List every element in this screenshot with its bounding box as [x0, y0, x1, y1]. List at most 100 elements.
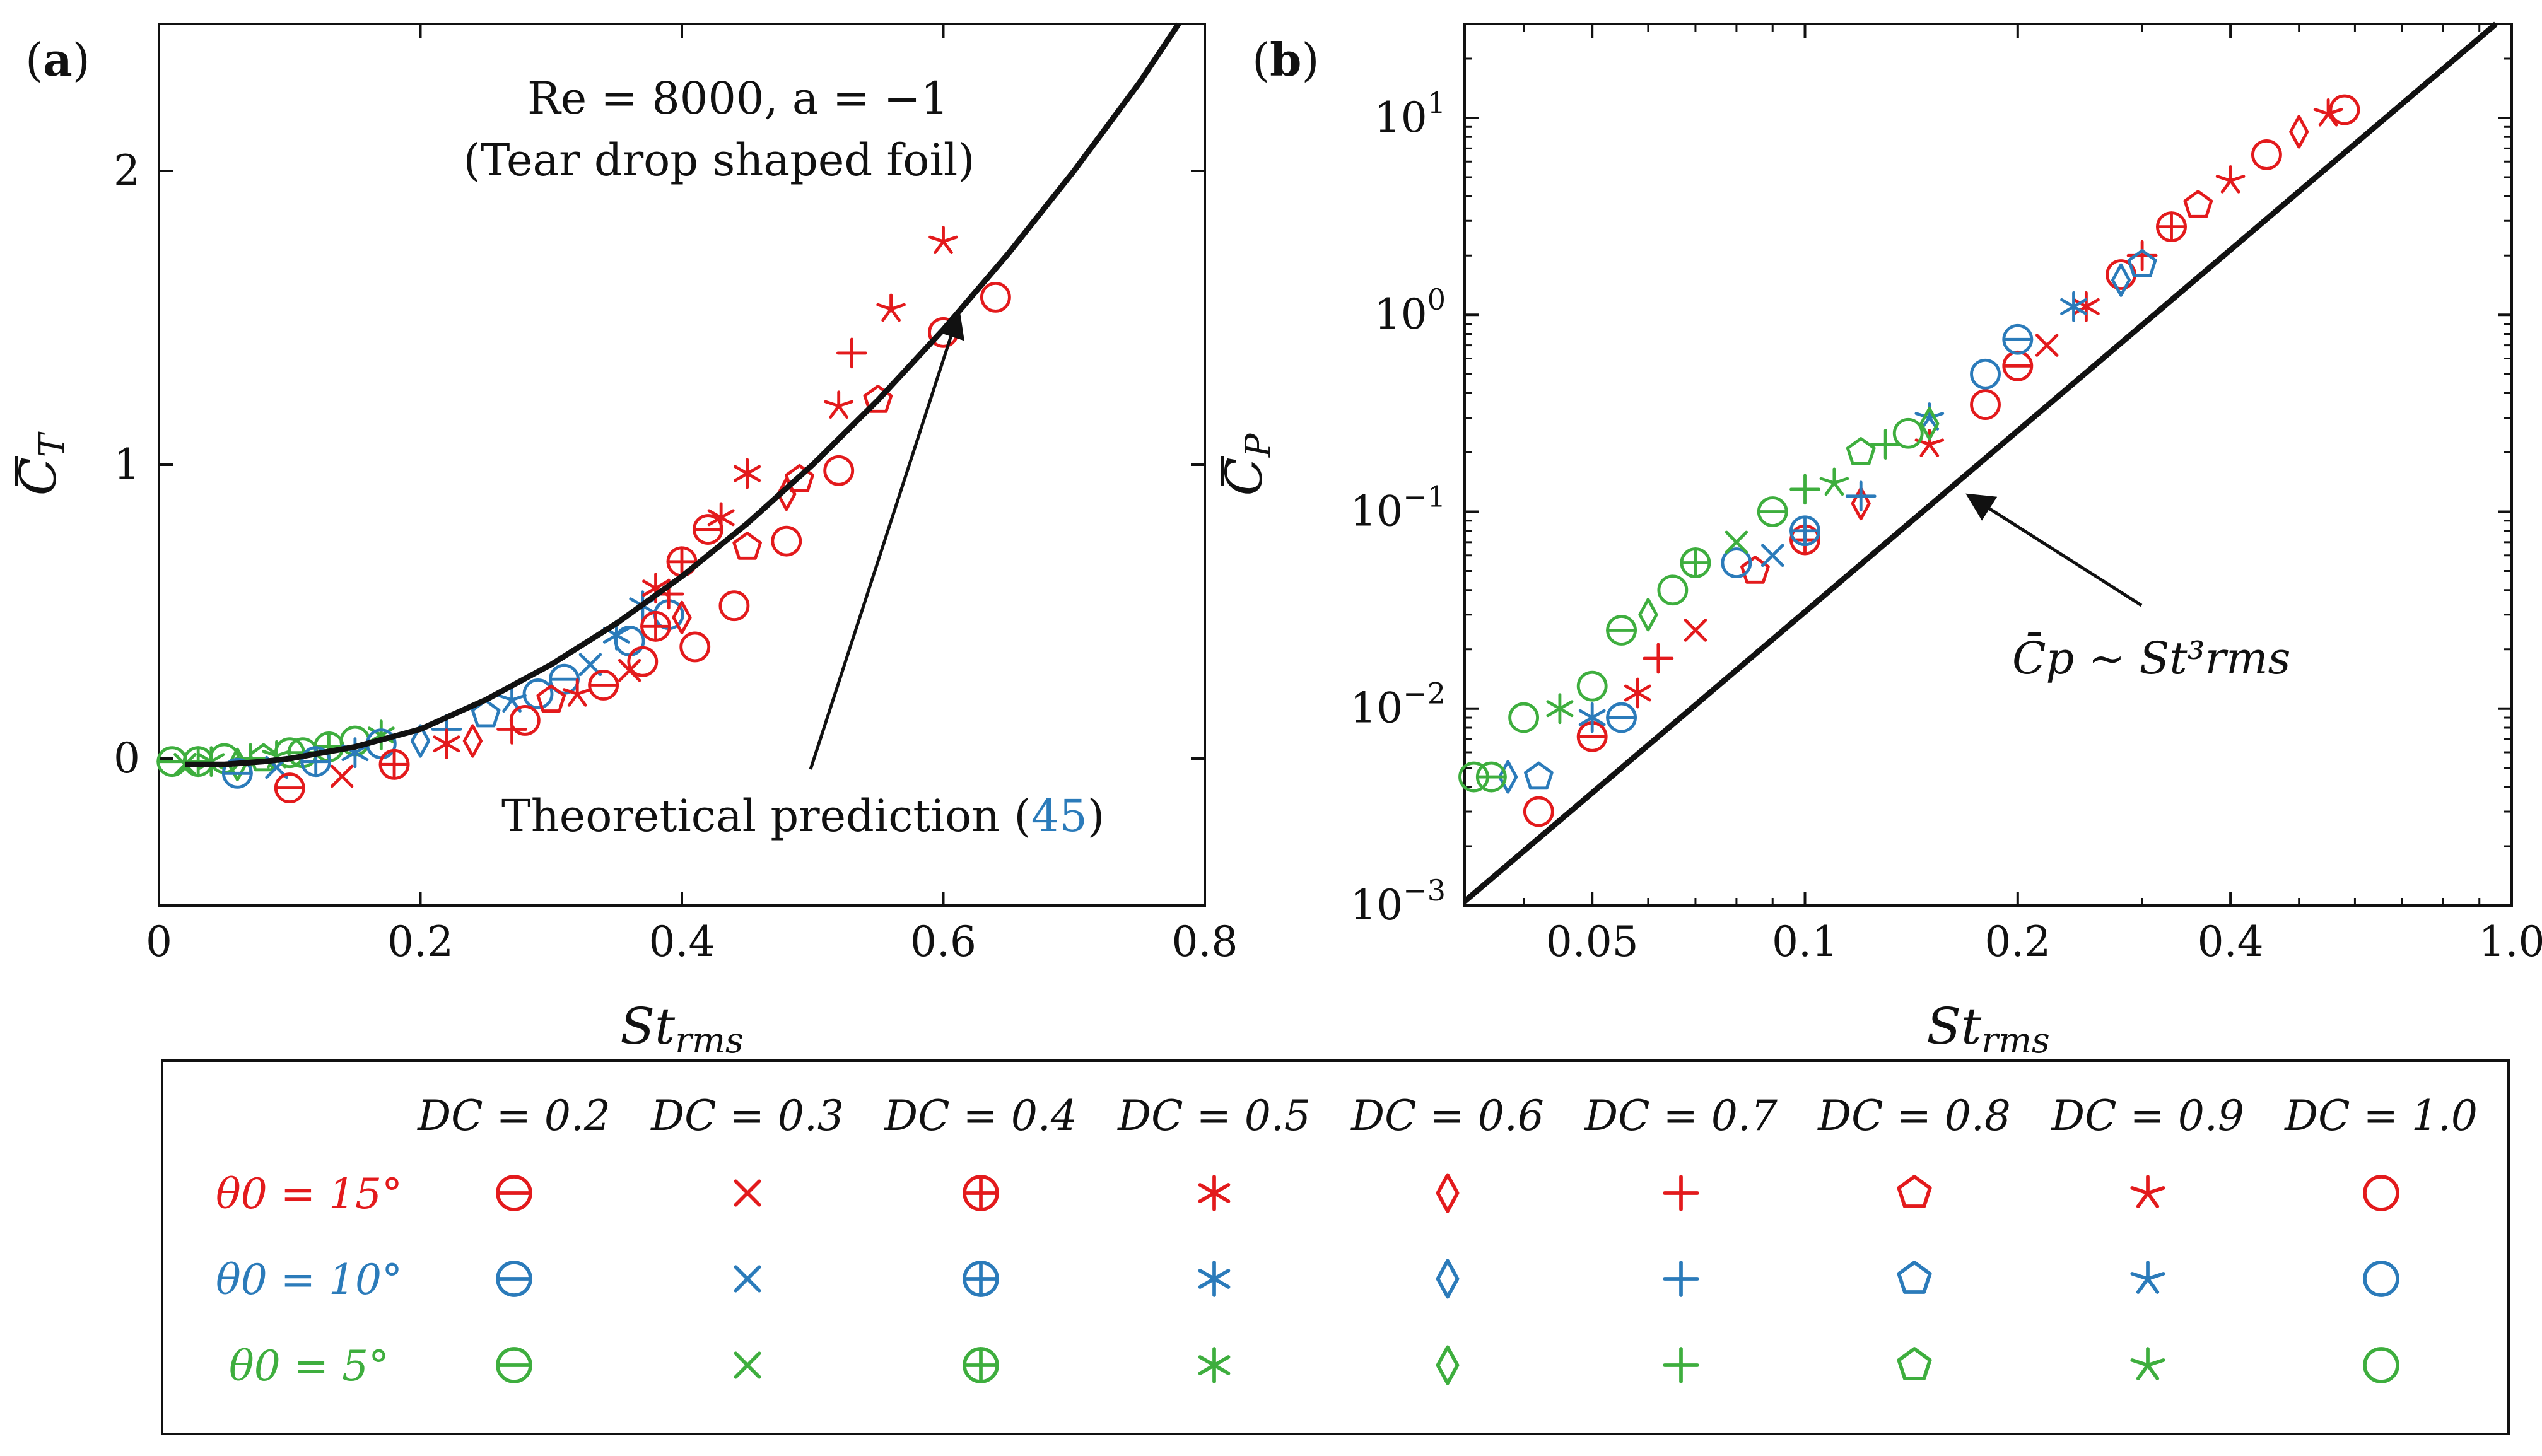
panel-b-point — [1870, 429, 1901, 460]
panel-b-point — [2183, 190, 2213, 218]
panel-a-point — [707, 502, 735, 533]
svg-text:CT: CT — [9, 431, 73, 496]
theoretical-curve — [185, 22, 1181, 767]
panel-b-point — [2111, 263, 2131, 297]
panel-a-point — [588, 670, 619, 701]
panel-b-point — [1919, 407, 1940, 441]
legend-marker — [1198, 1261, 1231, 1297]
panel-b-point — [1789, 515, 1820, 547]
panel-a-point — [562, 678, 592, 707]
legend-marker — [1897, 1175, 1932, 1208]
panel-a-xtick-label: 0.8 — [1172, 917, 1238, 966]
legend-marker — [1436, 1173, 1460, 1213]
legend-marker — [1663, 1347, 1699, 1383]
panel-a-point — [734, 458, 761, 489]
legend-marker — [1198, 1175, 1231, 1211]
panel-b-point — [1740, 556, 1770, 584]
panel-b-xtick-label: 1.0 — [2479, 917, 2542, 966]
panel-a-ticks: 0 0.2 0.4 0.6 0.8 0 1 2 — [114, 24, 1238, 966]
panel-a-point — [627, 646, 659, 677]
panel-b-point — [1606, 702, 1637, 733]
panel-a-point — [785, 463, 814, 492]
panel-b-point — [2329, 94, 2360, 125]
panel-a-ylabel: CT — [9, 431, 73, 496]
panel-a-point — [824, 390, 854, 419]
legend-marker — [1897, 1261, 1932, 1294]
panel-a-xtick-label: 0.6 — [910, 917, 976, 966]
panel-b: 0.05 0.1 0.2 0.4 1.0 10−3 10−2 10−1 100 101 (b) C… — [1215, 21, 2542, 1061]
panel-a-point — [509, 705, 541, 736]
panel-a-point — [274, 772, 305, 804]
panel-a-xlabel: Strms — [620, 997, 744, 1061]
panel-b-point — [1789, 474, 1820, 505]
panel-a-label: (a) — [25, 33, 90, 86]
panel-b-point — [1851, 486, 1871, 521]
legend-marker — [734, 1351, 761, 1379]
panel-b-point — [1606, 615, 1637, 646]
cubic-scaling-line — [1463, 21, 2498, 904]
panel-b-point — [1498, 760, 1518, 794]
panel-b-xtick-label: 0.2 — [1984, 917, 2051, 966]
legend-marker — [2130, 1175, 2165, 1208]
panel-b-ytick-label: 10−2 — [1350, 677, 1446, 733]
legend-marker — [2130, 1347, 2165, 1380]
panel-b-xlabel: Strms — [1926, 997, 2050, 1061]
legend-marker — [2130, 1261, 2165, 1294]
legend-row-label: θ0 = 5° — [229, 1342, 389, 1390]
panel-a-point — [876, 293, 906, 322]
panel-b-point — [1760, 544, 1784, 568]
panel-b-point — [2156, 211, 2187, 243]
legend-marker — [1663, 1175, 1699, 1211]
panel-b-arrow-label: C̄p ~ St³rms — [2012, 632, 2290, 684]
legend-column-header: DC = 0.5 — [1117, 1092, 1311, 1140]
legend-marker — [2363, 1175, 2399, 1211]
legend-marker — [496, 1175, 532, 1211]
panel-b-point — [1725, 530, 1748, 554]
legend-marker — [1663, 1261, 1699, 1297]
panel-a-point — [823, 455, 855, 486]
panel-a-point — [980, 281, 1011, 313]
panel-b-label: (b) — [1252, 33, 1320, 86]
panel-b-point — [1657, 574, 1689, 606]
panel-b-xtick-label: 0.05 — [1546, 917, 1639, 966]
legend-marker — [963, 1175, 999, 1211]
panel-b-ytick-label: 100 — [1374, 282, 1446, 339]
panel-b-ytick-label: 101 — [1374, 86, 1446, 142]
legend-marker — [1198, 1347, 1231, 1383]
legend-column-header: DC = 0.3 — [650, 1092, 844, 1140]
legend-column-header: DC = 0.4 — [884, 1092, 1077, 1140]
panel-a-point — [221, 757, 253, 789]
panel-a-xtick-label: 0.2 — [387, 917, 454, 966]
panel-a-point — [618, 658, 641, 682]
panel-a-point — [330, 764, 354, 788]
panel-a-arrow — [809, 309, 964, 770]
panel-b-point — [1523, 796, 1554, 827]
legend-row-label: θ0 = 15° — [216, 1170, 402, 1218]
panel-b-point — [2002, 350, 2034, 381]
panel-a-point — [718, 590, 750, 622]
panel-b-ylabel: CP — [1215, 433, 1279, 496]
panel-b-point — [2002, 323, 2034, 355]
panel-a-ytick-label: 1 — [114, 440, 140, 489]
panel-b-point — [1970, 358, 2001, 390]
panel-b-point — [2060, 291, 2088, 322]
panel-b-point — [1757, 496, 1788, 527]
legend-column-header: DC = 0.8 — [1817, 1092, 2011, 1140]
panel-b-point — [1578, 702, 1606, 733]
legend-marker — [496, 1347, 532, 1383]
panel-b-point — [1508, 702, 1540, 733]
legend-marker — [734, 1265, 761, 1293]
panel-b-ticks: 0.05 0.1 0.2 0.4 1.0 10−3 10−2 10−1 100 101 — [1350, 23, 2542, 966]
panel-a-point — [679, 631, 711, 663]
panel-b-point — [1819, 467, 1849, 496]
legend-marker — [734, 1179, 761, 1207]
legend: DC = 0.2 DC = 0.3 DC = 0.4 DC = 0.5 DC = 0.6… — [161, 1059, 2510, 1435]
panel-b-frame — [1463, 23, 2513, 907]
panel-a-points — [156, 226, 1011, 804]
panel-a-point — [522, 678, 554, 709]
panel-b-xtick-label: 0.4 — [2198, 917, 2264, 966]
legend-marker — [1436, 1259, 1460, 1299]
panel-b-point — [1643, 643, 1674, 674]
panel-b-point — [1892, 417, 1924, 449]
panel-a-annotation-line1: Re = 8000, a = −1 — [527, 73, 949, 124]
